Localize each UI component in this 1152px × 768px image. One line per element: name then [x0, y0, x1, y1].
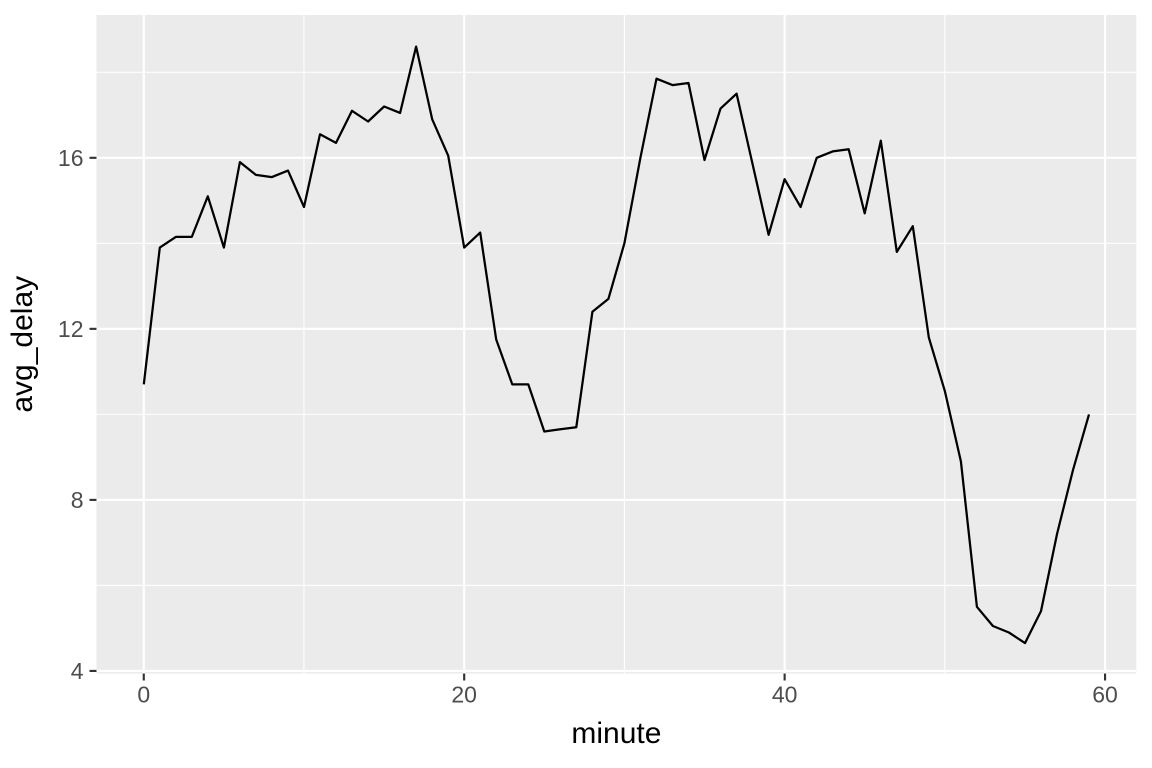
avg-delay-series-line — [142, 45, 1091, 645]
minor-gridlines — [96, 15, 1137, 674]
x-axis-title: minute — [571, 717, 661, 750]
major-gridlines — [96, 15, 1137, 674]
y-tick-label: 16 — [58, 145, 84, 171]
y-axis-title: avg_delay — [6, 276, 39, 413]
y-tick-label: 4 — [71, 658, 84, 684]
y-tick-label: 12 — [58, 316, 84, 342]
x-tick-label: 40 — [772, 682, 798, 708]
plot-panel — [96, 15, 1137, 674]
x-tick-label: 20 — [451, 682, 477, 708]
x-tick-label: 0 — [137, 682, 150, 708]
y-tick-label: 8 — [71, 487, 84, 513]
axis-tick-marks — [89, 156, 1107, 681]
y-axis-tick-labels: 4 8 12 16 — [58, 145, 84, 684]
x-axis-tick-labels: 0 20 40 60 — [137, 682, 1117, 708]
x-tick-label: 60 — [1092, 682, 1118, 708]
